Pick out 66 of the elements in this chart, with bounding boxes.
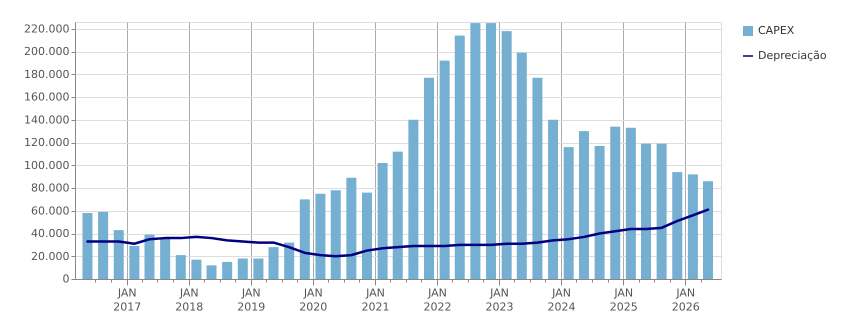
y-tick-label: 120.000 [24, 136, 70, 150]
bar [362, 192, 372, 279]
bar [98, 212, 108, 279]
bar [672, 172, 682, 279]
bar [594, 146, 605, 279]
bar [144, 234, 154, 279]
bar [502, 31, 512, 279]
bar [238, 258, 248, 279]
bar [516, 52, 527, 279]
bar [656, 144, 667, 279]
bar [284, 242, 294, 279]
bar [392, 152, 403, 279]
bar [532, 78, 542, 279]
y-tick-label: 180.000 [24, 68, 70, 81]
bar [626, 128, 636, 279]
bar [640, 144, 651, 279]
y-tick-label: 0 [62, 272, 70, 286]
bar [346, 178, 356, 279]
bar [486, 23, 496, 279]
bar [268, 247, 279, 279]
y-tick-label: 40.000 [31, 227, 70, 240]
bar [222, 262, 232, 279]
bar [440, 60, 450, 279]
bar [424, 78, 434, 279]
x-tick-label: JAN 2022 [423, 286, 452, 313]
x-tick-label: JAN 2017 [113, 286, 142, 313]
bar [176, 255, 186, 279]
y-tick-label: 220.000 [24, 22, 70, 36]
legend-label: CAPEX [758, 24, 795, 37]
x-tick-label: JAN 2020 [299, 286, 328, 313]
bar [129, 246, 140, 279]
bar [564, 147, 574, 279]
x-tick-label: JAN 2021 [361, 286, 390, 313]
y-tick-label: 60.000 [31, 204, 70, 218]
y-tick-label: 200.000 [24, 45, 70, 58]
y-tick-label: 80.000 [31, 182, 70, 195]
y-tick-label: 160.000 [24, 90, 70, 104]
bar [610, 126, 620, 279]
bar [470, 23, 480, 279]
x-tick-label: JAN 2025 [610, 286, 638, 313]
y-tick-label: 140.000 [24, 113, 70, 126]
bar [330, 190, 341, 279]
bar [548, 120, 558, 279]
x-tick-label: JAN 2019 [237, 286, 266, 313]
line-series [86, 208, 710, 258]
legend-label: Depreciação [758, 49, 827, 62]
bar [253, 258, 264, 279]
bar [82, 213, 92, 279]
bar [160, 238, 170, 279]
bar [578, 131, 589, 279]
y-tick-label: 20.000 [31, 250, 70, 263]
bar [408, 120, 418, 279]
bar [114, 230, 124, 279]
x-tick-label: JAN 2018 [175, 286, 204, 313]
bar [454, 36, 465, 279]
bar [315, 194, 326, 279]
bar [378, 163, 388, 279]
x-tick-label: JAN 2023 [486, 286, 514, 313]
bar [191, 260, 202, 279]
bar [300, 199, 310, 279]
x-tick-label: JAN 2024 [548, 286, 576, 313]
bar [703, 181, 714, 279]
y-tick-label: 100.000 [24, 158, 70, 172]
bar [206, 265, 217, 279]
x-tick-label: JAN 2026 [672, 286, 700, 313]
bar [688, 174, 698, 279]
